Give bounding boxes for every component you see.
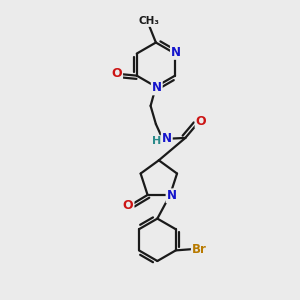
Text: N: N: [162, 132, 172, 145]
Text: N: N: [167, 189, 177, 202]
Text: N: N: [171, 46, 181, 59]
Text: O: O: [123, 199, 134, 212]
Text: CH₃: CH₃: [139, 16, 160, 26]
Text: H: H: [152, 136, 161, 146]
Text: N: N: [152, 81, 162, 94]
Text: O: O: [111, 67, 122, 80]
Text: Br: Br: [192, 243, 207, 256]
Text: O: O: [196, 115, 206, 128]
